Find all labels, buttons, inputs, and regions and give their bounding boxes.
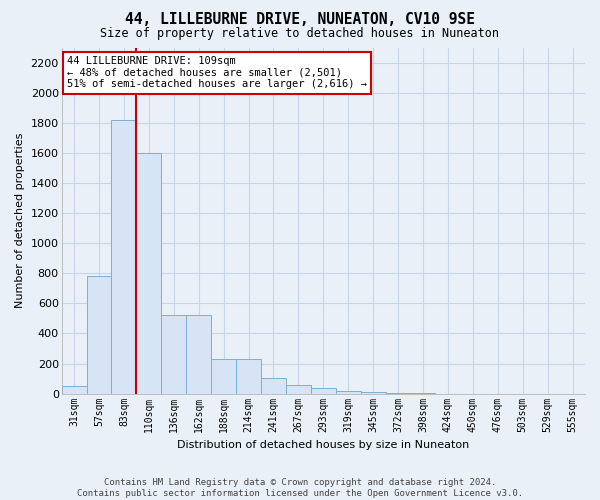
Bar bbox=[161, 316, 186, 394]
Text: 44 LILLEBURNE DRIVE: 109sqm
← 48% of detached houses are smaller (2,501)
51% of : 44 LILLEBURNE DRIVE: 109sqm ← 48% of det… bbox=[67, 56, 367, 90]
Bar bbox=[86, 276, 112, 394]
Bar bbox=[112, 120, 136, 394]
Y-axis label: Number of detached properties: Number of detached properties bbox=[15, 133, 25, 308]
Bar bbox=[136, 153, 161, 394]
Bar bbox=[386, 393, 410, 394]
Text: 44, LILLEBURNE DRIVE, NUNEATON, CV10 9SE: 44, LILLEBURNE DRIVE, NUNEATON, CV10 9SE bbox=[125, 12, 475, 28]
Bar bbox=[62, 386, 86, 394]
Bar bbox=[286, 386, 311, 394]
Text: Contains HM Land Registry data © Crown copyright and database right 2024.
Contai: Contains HM Land Registry data © Crown c… bbox=[77, 478, 523, 498]
Bar bbox=[336, 390, 361, 394]
Text: Size of property relative to detached houses in Nuneaton: Size of property relative to detached ho… bbox=[101, 28, 499, 40]
Bar bbox=[211, 359, 236, 394]
X-axis label: Distribution of detached houses by size in Nuneaton: Distribution of detached houses by size … bbox=[177, 440, 469, 450]
Bar bbox=[236, 359, 261, 394]
Bar bbox=[261, 378, 286, 394]
Bar bbox=[311, 388, 336, 394]
Bar bbox=[186, 316, 211, 394]
Bar bbox=[361, 392, 386, 394]
